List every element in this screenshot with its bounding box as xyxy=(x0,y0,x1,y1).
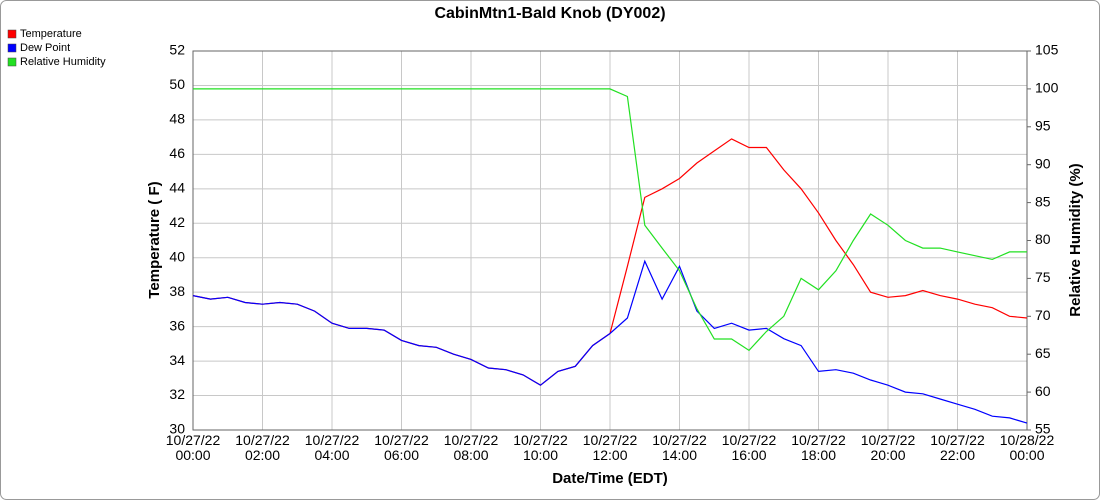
x-tick-label: 10/27/22 08:00 xyxy=(443,432,499,463)
y-tick-label: 44 xyxy=(169,180,185,196)
x-tick-label: 10/27/22 18:00 xyxy=(791,432,846,463)
x-tick-label: 10/27/22 04:00 xyxy=(304,432,360,463)
y-tick-label: 46 xyxy=(169,145,185,161)
series-line xyxy=(193,88,1027,352)
y2-tick-label: 95 xyxy=(1035,118,1051,134)
y2-tick-label: 105 xyxy=(1035,42,1059,58)
y-tick-label: 42 xyxy=(169,214,185,230)
x-tick-label: 10/27/22 00:00 xyxy=(165,432,221,463)
y2-tick-label: 60 xyxy=(1035,383,1051,399)
y2-tick-label: 70 xyxy=(1035,307,1051,323)
y-axis-title: Temperature ( F) xyxy=(146,181,163,298)
y-tick-label: 40 xyxy=(169,248,185,264)
y2-tick-label: 80 xyxy=(1035,231,1051,247)
y-tick-label: 30 xyxy=(169,421,185,437)
y2-tick-label: 55 xyxy=(1035,421,1051,437)
y2-tick-label: 85 xyxy=(1035,193,1051,209)
x-tick-label: 10/27/22 22:00 xyxy=(930,432,985,463)
y2-tick-label: 65 xyxy=(1035,345,1051,361)
legend-swatch xyxy=(7,43,17,53)
legend-swatch xyxy=(7,29,17,39)
y-tick-label: 52 xyxy=(169,42,185,58)
chart-title: CabinMtn1-Bald Knob (DY002) xyxy=(434,5,665,22)
legend-label: Dew Point xyxy=(20,42,70,54)
y-tick-label: 38 xyxy=(169,283,185,299)
legend-label: Temperature xyxy=(20,28,82,40)
y2-tick-label: 75 xyxy=(1035,269,1051,285)
x-tick-label: 10/27/22 12:00 xyxy=(582,432,638,463)
plot-border xyxy=(192,50,1028,431)
x-tick-label: 10/27/22 10:00 xyxy=(513,432,568,463)
x-tick-label: 10/27/22 02:00 xyxy=(235,432,290,463)
y-tick-label: 36 xyxy=(169,317,185,333)
y-tick-label: 34 xyxy=(169,352,185,368)
y2-axis-title: Relative Humidity (%) xyxy=(1067,163,1084,316)
x-tick-label: 10/27/22 06:00 xyxy=(374,432,429,463)
x-tick-label: 10/27/22 14:00 xyxy=(652,432,707,463)
x-tick-label: 10/27/22 20:00 xyxy=(860,432,916,463)
series-line xyxy=(192,259,1028,424)
y-tick-label: 32 xyxy=(169,386,185,402)
legend-swatch xyxy=(7,57,17,67)
legend-label: Relative Humidity xyxy=(20,56,106,68)
y2-tick-label: 100 xyxy=(1035,80,1059,96)
y2-tick-label: 90 xyxy=(1035,155,1051,171)
x-axis-title: Date/Time (EDT) xyxy=(552,470,668,487)
x-tick-label: 10/28/22 00:00 xyxy=(999,432,1055,463)
y-tick-label: 50 xyxy=(169,76,185,92)
x-tick-label: 10/27/22 16:00 xyxy=(721,432,777,463)
y-tick-label: 48 xyxy=(169,111,185,127)
